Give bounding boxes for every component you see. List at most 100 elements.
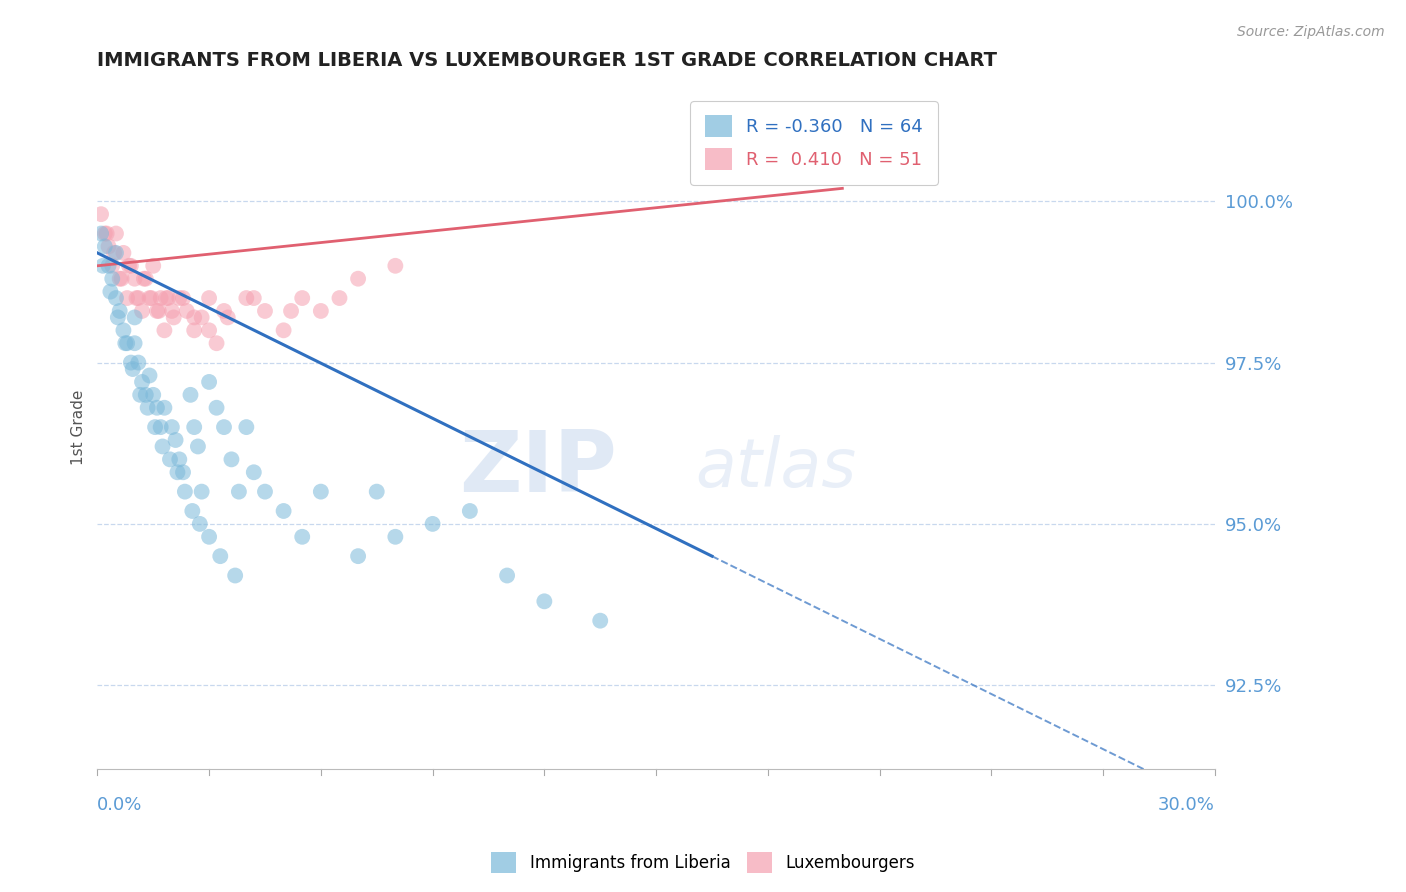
Point: [160, 420, 183, 434]
Point: [253, 484, 276, 499]
Point: [148, 304, 170, 318]
Point: [190, 310, 212, 325]
Point: [138, 368, 160, 383]
Point: [125, 291, 148, 305]
Point: [153, 323, 176, 337]
Point: [533, 594, 555, 608]
Point: [253, 304, 276, 318]
Point: [309, 304, 332, 318]
Point: [115, 336, 138, 351]
Point: [104, 227, 127, 241]
Point: [159, 452, 181, 467]
Point: [347, 549, 370, 563]
Point: [205, 336, 228, 351]
Legend: Immigrants from Liberia, Luxembourgers: Immigrants from Liberia, Luxembourgers: [485, 846, 921, 880]
Point: [160, 304, 183, 318]
Point: [169, 452, 191, 467]
Point: [221, 452, 243, 467]
Point: [146, 401, 169, 415]
Point: [141, 291, 163, 305]
Point: [127, 291, 149, 305]
Point: [496, 568, 519, 582]
Point: [142, 388, 165, 402]
Text: 0.0%: 0.0%: [97, 797, 143, 814]
Point: [291, 291, 314, 305]
Point: [94, 227, 117, 241]
Point: [108, 271, 131, 285]
Point: [384, 530, 406, 544]
Point: [124, 271, 146, 285]
Point: [212, 304, 235, 318]
Point: [115, 291, 138, 305]
Point: [179, 388, 201, 402]
Point: [108, 304, 131, 318]
Point: [384, 259, 406, 273]
Point: [172, 291, 194, 305]
Text: ZIP: ZIP: [460, 426, 617, 509]
Text: atlas: atlas: [695, 435, 856, 501]
Point: [198, 530, 221, 544]
Point: [132, 271, 155, 285]
Point: [209, 549, 232, 563]
Point: [273, 323, 295, 337]
Point: [112, 323, 135, 337]
Point: [143, 420, 166, 434]
Point: [155, 291, 177, 305]
Point: [149, 420, 172, 434]
Legend: R = -0.360   N = 64, R =  0.410   N = 51: R = -0.360 N = 64, R = 0.410 N = 51: [690, 101, 938, 185]
Point: [187, 440, 209, 454]
Point: [135, 271, 157, 285]
Point: [217, 310, 239, 325]
Point: [131, 304, 153, 318]
Point: [589, 614, 612, 628]
Point: [347, 271, 370, 285]
Point: [169, 291, 191, 305]
Point: [235, 291, 257, 305]
Point: [90, 207, 112, 221]
Point: [97, 239, 120, 253]
Point: [110, 271, 132, 285]
Point: [129, 388, 152, 402]
Point: [127, 355, 149, 369]
Point: [243, 291, 266, 305]
Point: [149, 291, 172, 305]
Point: [124, 310, 146, 325]
Point: [138, 291, 160, 305]
Point: [174, 484, 197, 499]
Point: [235, 420, 257, 434]
Point: [157, 291, 180, 305]
Point: [152, 440, 174, 454]
Text: 30.0%: 30.0%: [1159, 797, 1215, 814]
Point: [224, 568, 246, 582]
Y-axis label: 1st Grade: 1st Grade: [72, 390, 86, 465]
Point: [163, 310, 186, 325]
Point: [146, 304, 169, 318]
Point: [188, 516, 211, 531]
Point: [100, 285, 122, 299]
Point: [183, 420, 205, 434]
Point: [228, 484, 250, 499]
Point: [101, 271, 124, 285]
Point: [97, 259, 120, 273]
Point: [104, 246, 127, 260]
Point: [135, 388, 157, 402]
Point: [104, 291, 127, 305]
Point: [366, 484, 388, 499]
Point: [142, 259, 165, 273]
Point: [124, 336, 146, 351]
Point: [458, 504, 481, 518]
Point: [183, 310, 205, 325]
Point: [176, 304, 198, 318]
Text: Source: ZipAtlas.com: Source: ZipAtlas.com: [1237, 25, 1385, 39]
Point: [181, 504, 204, 518]
Point: [153, 401, 176, 415]
Text: IMMIGRANTS FROM LIBERIA VS LUXEMBOURGER 1ST GRADE CORRELATION CHART: IMMIGRANTS FROM LIBERIA VS LUXEMBOURGER …: [97, 51, 997, 70]
Point: [212, 420, 235, 434]
Point: [91, 259, 114, 273]
Point: [107, 310, 129, 325]
Point: [183, 323, 205, 337]
Point: [118, 259, 141, 273]
Point: [309, 484, 332, 499]
Point: [198, 323, 221, 337]
Point: [112, 246, 135, 260]
